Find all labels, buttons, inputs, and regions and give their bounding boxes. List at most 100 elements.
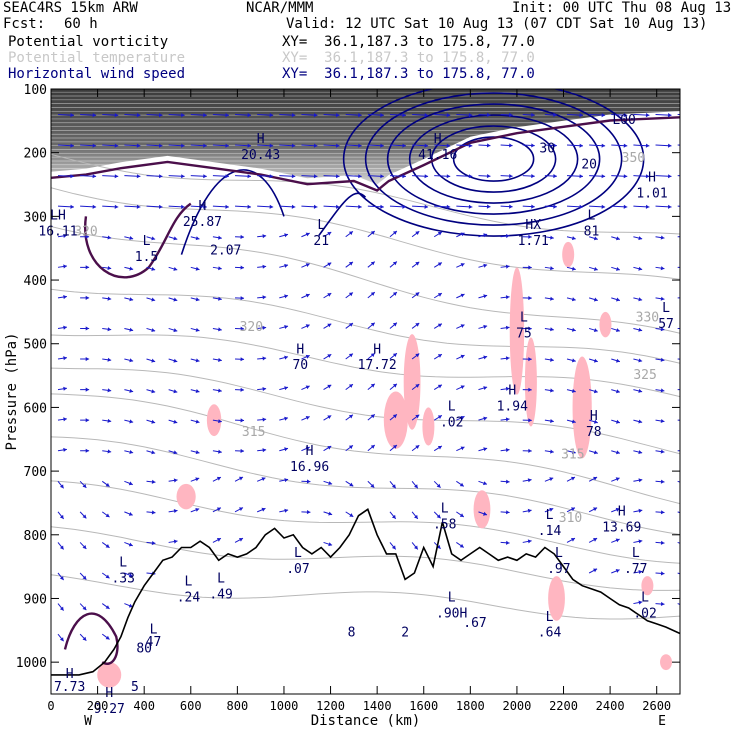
wind-vector-head [284,263,288,268]
wind-vector-head [414,484,418,489]
wind-vector-head [660,235,665,240]
wind-vector-head [370,353,375,358]
wind-vector-head [528,326,532,331]
wind-vector-head [483,447,488,452]
wind-speed-contour [452,136,535,182]
wind-vector-head [528,448,532,453]
wind-vector-head [690,205,694,209]
wind-vector-head [240,326,244,331]
wind-vector-head [506,510,510,515]
wind-vector-head [391,545,396,550]
y-tick-label: 700 [24,465,47,480]
wind-vector-head [261,477,266,481]
wind-vector-head [645,143,650,148]
wind-vector-head [593,476,598,481]
wind-vector-head [483,355,488,360]
wind-vector-head [683,388,687,392]
wind-vector-head [392,383,397,388]
wind-extrema-label: 30 [539,142,555,157]
wind-vector-head [509,174,513,179]
isentrope-line [51,288,680,364]
wind-vector-head [114,113,119,118]
wind-extrema-label: 1.01 [636,186,667,201]
wind-vector-head [336,113,340,118]
wind-vector-head [82,575,87,580]
wind-vector-head [682,542,686,546]
wind-vector-head [571,450,576,455]
wind-vector-head [531,174,535,179]
wind-vector-head [468,204,473,209]
wind-vector-head [579,143,583,148]
wind-vector-head [63,447,67,452]
wind-vector-head [151,236,156,241]
wind-vector-head [129,388,134,393]
wind-vector-head [173,267,178,271]
wind-vector-head [240,448,244,453]
wind-vector-head [616,389,620,394]
wind-vector-head [284,416,288,421]
wind-vector-head [173,509,178,513]
wind-vector-head [506,479,510,484]
wind-vector-head [660,357,665,362]
wind-extrema-label: L [217,572,225,587]
wind-vector-head [645,113,650,118]
wind-vector-head [129,327,134,332]
wind-vector-head [85,234,90,239]
wind-vector-head [571,538,575,542]
cloud-region [524,337,537,427]
wind-vector-head [262,417,267,422]
wind-vector-head [483,263,488,268]
wind-vector-head [358,174,362,179]
wind-vector-head [550,388,554,393]
wind-extrema-label: .07 [286,562,309,577]
wind-vector-head [105,635,110,640]
wind-extrema-label: H [373,342,381,357]
wind-vector-head [203,113,207,118]
wind-vector-head [415,261,420,266]
wind-vector-head [509,112,513,117]
wind-vector-head [328,481,333,485]
wind-vector-head [660,601,665,606]
wind-vector-head [638,236,643,241]
cloud-region [562,241,575,268]
wind-vector-head [239,507,243,511]
wind-vector-head [195,266,200,271]
pv-contour [63,612,119,665]
wind-vector-head [683,327,687,331]
y-tick-label: 1000 [16,656,47,671]
wind-vector-head [509,143,513,148]
wind-vector-head [313,174,318,179]
wind-vector-head [348,261,353,266]
wind-vector-head [549,477,554,482]
wind-vector-head [129,297,134,302]
wind-vector-head [615,538,620,543]
wind-vector-head [460,232,465,237]
wind-vector-head [63,295,67,300]
wind-vector-head [349,513,354,517]
wind-vector-head [203,143,207,148]
wind-vector-head [284,233,288,238]
wind-vector-head [159,204,163,209]
wind-vector-head [327,354,332,358]
wind-extrema-label: .77 [624,562,647,577]
wind-vector-head [638,600,643,605]
wind-extrema-label: L00 [612,113,635,128]
wind-vector-head [358,113,362,118]
wind-vector-head [328,542,333,547]
wind-vector-head [437,232,442,236]
wind-vector-head [593,236,598,241]
wind-vector-head [392,414,397,419]
wind-extrema-label: 13.69 [602,521,641,536]
wind-vector-head [531,204,535,209]
wind-vector-head [593,358,598,363]
wind-vector-head [195,389,200,393]
wind-vector-head [402,113,406,118]
wind-vector-head [638,266,643,271]
wind-extrema-label: H [508,384,516,399]
wind-vector-head [414,545,418,550]
wind-vector-head [392,261,397,266]
wind-vector-head [550,327,554,332]
org-label: NCAR/MMM [246,0,314,16]
isentrope-line [51,393,680,505]
wind-vector-head [262,325,267,330]
